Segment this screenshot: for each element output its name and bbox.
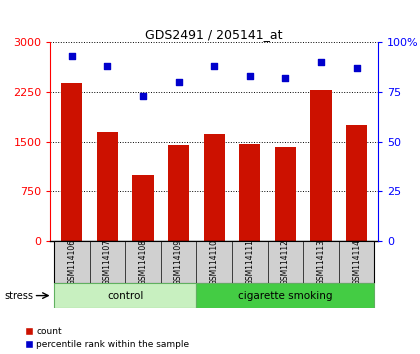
Text: control: control [107, 291, 143, 301]
FancyBboxPatch shape [197, 283, 375, 308]
Point [211, 63, 218, 69]
Text: GSM114112: GSM114112 [281, 239, 290, 285]
Point [353, 65, 360, 71]
Point [175, 79, 182, 85]
Point [68, 53, 75, 59]
Bar [204, 134, 225, 241]
Bar [239, 144, 260, 241]
Text: GSM114108: GSM114108 [139, 239, 147, 285]
Text: GSM114111: GSM114111 [245, 239, 254, 285]
Text: GSM114114: GSM114114 [352, 239, 361, 285]
Bar [346, 125, 368, 241]
Bar [97, 132, 118, 241]
Text: stress: stress [4, 291, 33, 301]
Bar [310, 90, 332, 241]
Text: GSM114106: GSM114106 [67, 239, 76, 285]
FancyBboxPatch shape [54, 283, 197, 308]
FancyBboxPatch shape [54, 241, 375, 283]
Text: cigarette smoking: cigarette smoking [238, 291, 333, 301]
Point [104, 63, 111, 69]
Title: GDS2491 / 205141_at: GDS2491 / 205141_at [145, 28, 283, 41]
Bar [61, 84, 82, 241]
Bar [168, 145, 189, 241]
Bar [132, 175, 154, 241]
Text: GSM114113: GSM114113 [317, 239, 326, 285]
Point [282, 75, 289, 81]
Text: GSM114109: GSM114109 [174, 239, 183, 285]
Point [318, 59, 324, 65]
Text: GSM114110: GSM114110 [210, 239, 219, 285]
Text: GSM114107: GSM114107 [103, 239, 112, 285]
Legend: count, percentile rank within the sample: count, percentile rank within the sample [26, 327, 189, 349]
Point [139, 93, 146, 99]
Point [247, 73, 253, 79]
Bar [275, 147, 296, 241]
